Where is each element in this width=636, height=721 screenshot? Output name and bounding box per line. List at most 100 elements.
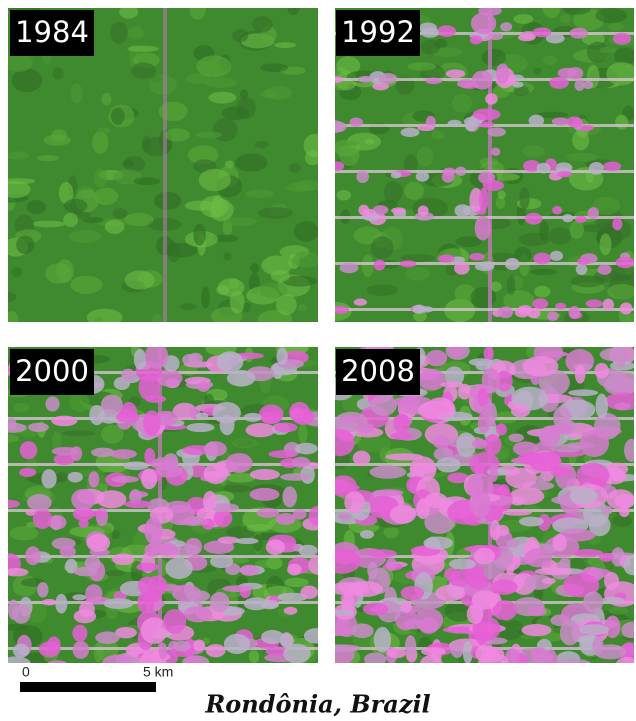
clearing xyxy=(204,441,227,456)
clearing xyxy=(387,648,406,658)
clearing xyxy=(547,312,559,321)
clearing xyxy=(598,265,612,275)
clearing xyxy=(552,206,562,214)
texture xyxy=(43,135,71,146)
texture xyxy=(571,275,605,287)
clearing xyxy=(206,644,226,657)
texture xyxy=(16,236,34,255)
clearing xyxy=(391,172,402,179)
texture xyxy=(232,438,258,448)
texture xyxy=(124,213,154,226)
texture xyxy=(27,200,46,214)
texture xyxy=(507,276,516,295)
clearing xyxy=(12,604,30,623)
clearing xyxy=(498,306,513,318)
texture xyxy=(607,284,636,299)
texture xyxy=(274,42,296,48)
clearing xyxy=(505,258,520,270)
texture xyxy=(1,178,35,184)
clearing xyxy=(620,302,633,314)
clearing xyxy=(71,446,83,461)
clearing xyxy=(334,610,354,616)
clearing xyxy=(103,598,133,609)
clearing xyxy=(19,468,36,477)
clearing xyxy=(327,626,353,636)
clearing xyxy=(73,641,90,659)
clearing xyxy=(51,416,77,427)
clearing xyxy=(532,298,548,309)
texture xyxy=(159,102,188,122)
clearing xyxy=(88,471,99,487)
texture xyxy=(105,220,125,234)
texture xyxy=(111,107,125,125)
texture xyxy=(247,524,272,532)
clearing xyxy=(433,435,451,449)
clearing xyxy=(332,306,349,314)
imagery xyxy=(0,0,636,680)
texture xyxy=(69,393,89,412)
texture xyxy=(289,163,300,173)
texture xyxy=(455,236,481,247)
clearing xyxy=(121,369,135,382)
clearing xyxy=(616,257,636,268)
clearing xyxy=(610,468,624,481)
clearing xyxy=(274,423,298,433)
clearing xyxy=(562,214,573,222)
clearing xyxy=(419,617,439,633)
clearing xyxy=(479,188,489,211)
texture xyxy=(260,90,276,98)
texture xyxy=(519,187,529,210)
clearing xyxy=(401,586,424,600)
texture xyxy=(32,221,65,228)
clearing xyxy=(417,124,434,131)
clearing xyxy=(469,253,485,261)
texture xyxy=(599,47,616,53)
texture xyxy=(549,227,571,245)
texture xyxy=(249,650,259,663)
clearing xyxy=(420,655,442,671)
texture xyxy=(235,153,267,171)
texture xyxy=(199,169,231,191)
clearing xyxy=(147,576,167,596)
texture xyxy=(255,141,269,148)
clearing xyxy=(572,549,603,557)
clearing xyxy=(557,171,572,177)
clearing xyxy=(400,260,417,267)
clearing xyxy=(443,168,456,176)
texture xyxy=(298,423,307,443)
texture xyxy=(10,526,39,540)
clearing xyxy=(451,641,464,658)
clearing xyxy=(289,402,310,422)
clearing xyxy=(472,71,493,90)
clearing xyxy=(33,508,52,529)
texture xyxy=(286,183,311,193)
clearing xyxy=(186,423,214,432)
clearing xyxy=(470,35,482,44)
texture xyxy=(211,195,223,218)
texture xyxy=(563,1,592,14)
clearing xyxy=(509,433,524,442)
clearing xyxy=(144,517,162,544)
texture xyxy=(533,68,541,75)
clearing xyxy=(250,488,280,501)
clearing xyxy=(575,216,587,223)
clearing xyxy=(300,586,318,599)
clearing xyxy=(607,489,635,510)
clearing xyxy=(224,634,250,654)
clearing xyxy=(184,606,212,622)
texture xyxy=(71,84,83,104)
texture xyxy=(12,68,43,92)
texture xyxy=(94,188,118,205)
texture xyxy=(149,75,177,95)
caption: Rondônia, Brazil xyxy=(204,690,430,719)
texture xyxy=(152,313,162,326)
clearing xyxy=(518,452,545,465)
clearing xyxy=(472,439,487,449)
texture xyxy=(110,22,128,44)
texture xyxy=(421,40,440,55)
panel-label: 1992 xyxy=(341,15,415,49)
clearing xyxy=(475,216,491,241)
texture xyxy=(357,436,391,452)
texture xyxy=(559,14,570,23)
texture xyxy=(513,14,533,24)
